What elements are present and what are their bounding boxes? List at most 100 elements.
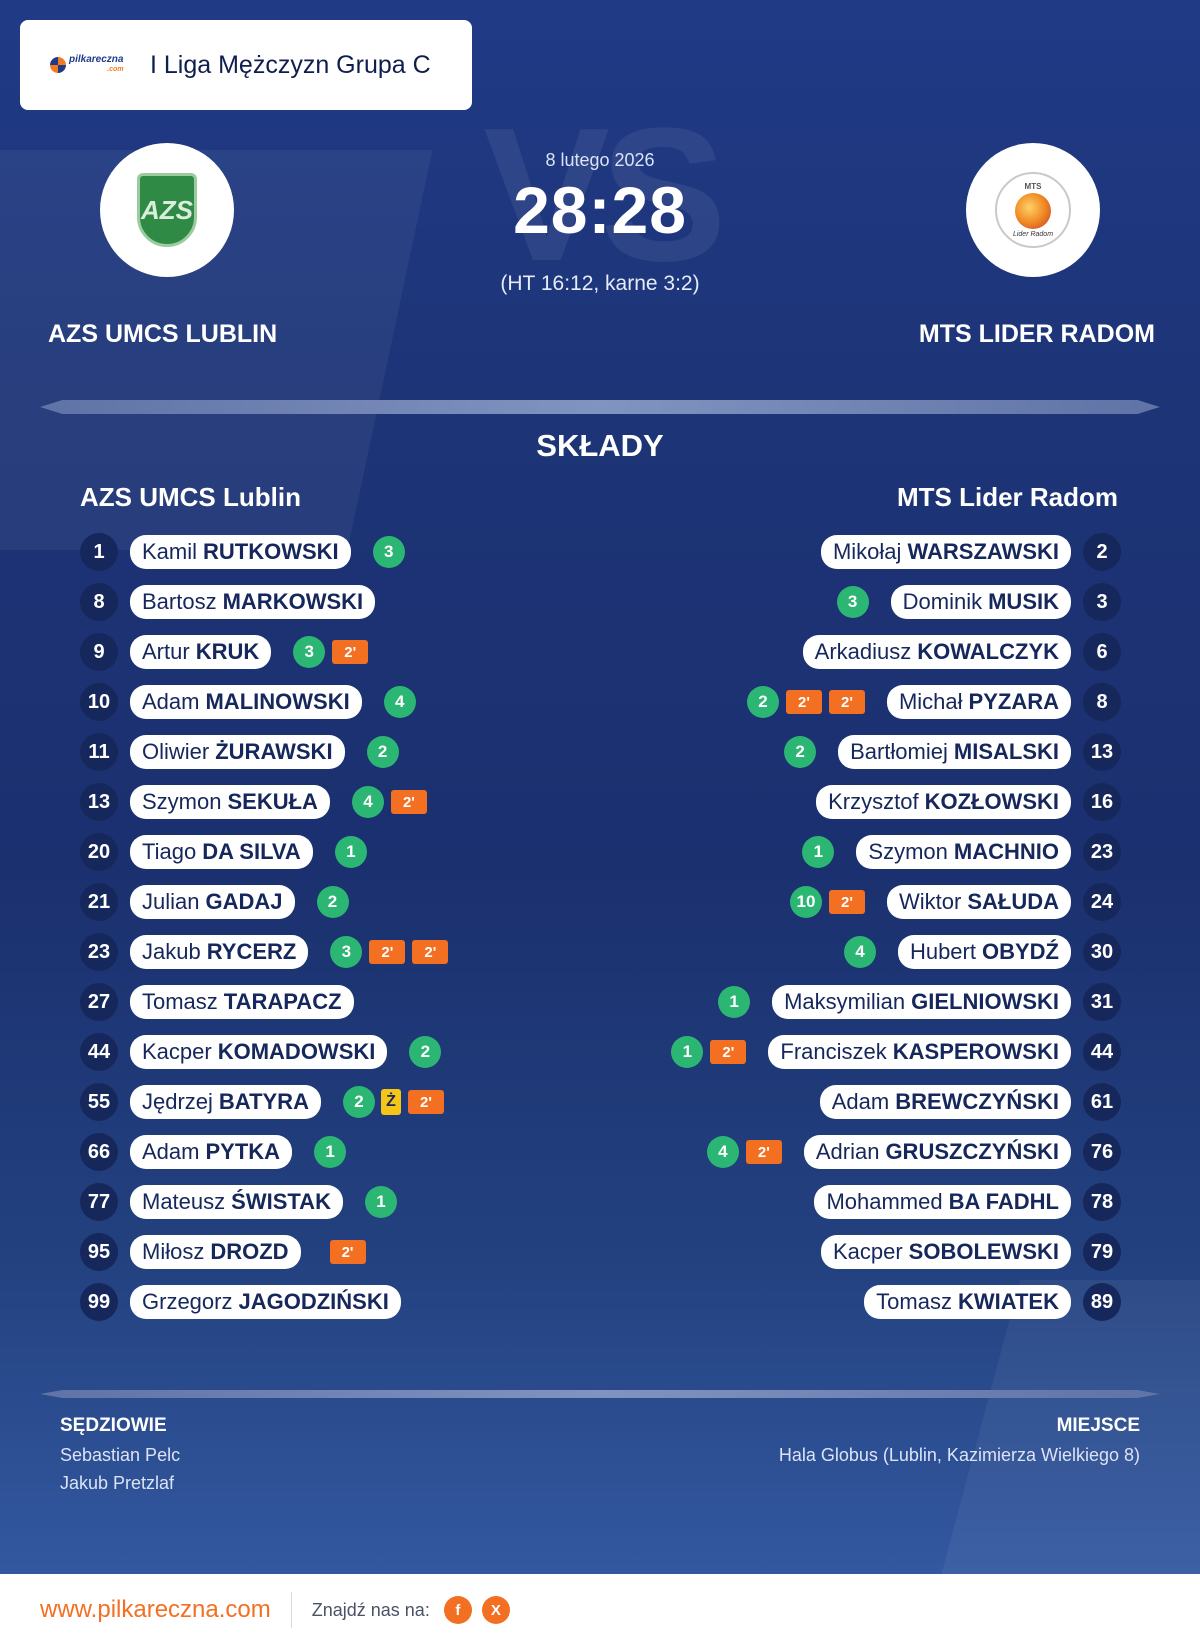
goals-badge: 2 [409,1036,442,1068]
player-stats: 1 2' [671,1036,747,1068]
match-score: 28:28 [513,173,687,247]
goals-badge: 1 [314,1136,347,1168]
goals-badge: 3 [293,636,326,668]
player-name: Mikołaj WARSZAWSKI [820,535,1071,569]
away-lineup-title: MTS Lider Radom [896,482,1118,512]
goals-badge: 4 [351,786,384,818]
player-last-name: ŻURAWSKI [215,739,333,764]
player-row: 27 Tomasz TARAPACZ [80,977,680,1027]
player-row: 2 2' 2' Michał PYZARA 8 [521,677,1121,727]
league-card: pilkareczna .com I Liga Mężczyzn Grupa C [20,20,472,110]
suspension-badge: 2' [332,640,369,664]
player-last-name: SEKUŁA [227,789,318,814]
goals-badge: 4 [706,1136,739,1168]
player-first-name: Mohammed [826,1189,943,1214]
player-last-name: PYTKA [205,1139,281,1164]
player-name: Maksymilian GIELNIOWSKI [772,985,1071,1019]
player-number: 99 [80,1283,118,1321]
player-number: 66 [80,1133,118,1171]
away-team-name: MTS LIDER RADOM [918,320,1155,348]
player-row: Tomasz KWIATEK 89 [521,1277,1121,1327]
player-last-name: SOBOLEWSKI [908,1239,1059,1264]
player-first-name: Grzegorz [142,1289,233,1314]
player-number: 44 [1083,1033,1121,1071]
player-last-name: KOMADOWSKI [217,1039,376,1064]
player-row: 2 Bartłomiej MISALSKI 13 [521,727,1121,777]
player-stats: 2' [323,1240,366,1264]
suspension-badge: 2' [329,1240,366,1264]
player-first-name: Oliwier [142,739,210,764]
player-last-name: OBYDŹ [982,939,1059,964]
player-name: Szymon SEKUŁA [130,785,330,819]
player-row: Kacper SOBOLEWSKI 79 [521,1227,1121,1277]
goals-badge: 1 [718,986,751,1018]
player-name: Jakub RYCERZ [130,935,309,969]
player-last-name: MUSIK [988,589,1059,614]
player-row: 10 2' Wiktor SAŁUDA 24 [521,877,1121,927]
ball-icon [50,57,66,73]
player-first-name: Jędrzej [142,1089,213,1114]
player-first-name: Kacper [832,1239,903,1264]
player-last-name: KWIATEK [957,1289,1059,1314]
player-number: 23 [80,933,118,971]
footer-bar: www.pilkareczna.com Znajdź nas na: f X [0,1574,1200,1646]
divider [40,1390,1160,1398]
player-last-name: JAGODZIŃSKI [238,1289,389,1314]
divider [40,400,1160,414]
player-first-name: Adam [142,689,200,714]
player-first-name: Wiktor [899,889,962,914]
player-name: Mateusz ŚWISTAK [130,1185,343,1219]
player-first-name: Maksymilian [784,989,906,1014]
player-name: Mohammed BA FADHL [814,1185,1071,1219]
player-number: 21 [80,883,118,921]
facebook-icon[interactable]: f [443,1596,472,1624]
player-number: 55 [80,1083,118,1121]
player-name: Grzegorz JAGODZIŃSKI [130,1285,401,1319]
goals-badge: 3 [330,936,363,968]
player-number: 9 [80,633,118,671]
player-name: Krzysztof KOZŁOWSKI [816,785,1071,819]
player-number: 78 [1083,1183,1121,1221]
player-name: Jędrzej BATYRA [130,1085,321,1119]
player-row: Mikołaj WARSZAWSKI 2 [521,527,1121,577]
player-first-name: Julian [142,889,200,914]
player-last-name: MARKOWSKI [222,589,364,614]
player-row: 20 Tiago DA SILVA 1 [80,827,680,877]
player-number: 10 [80,683,118,721]
suspension-badge: 2' [369,940,406,964]
home-lineup-title: AZS UMCS Lublin [80,482,301,512]
player-row: Arkadiusz KOWALCZYK 6 [521,627,1121,677]
player-first-name: Mikołaj [832,539,902,564]
referee-name: Jakub Pretzlaf [60,1473,175,1493]
match-date: 8 lutego 2026 [545,150,655,170]
player-last-name: GIELNIOWSKI [911,989,1059,1014]
mts-badge-icon: MTS Lider Radom [995,172,1071,248]
player-row: 4 Hubert OBYDŹ 30 [521,927,1121,977]
player-first-name: Michał [898,689,963,714]
goals-badge: 2 [746,686,779,718]
suspension-badge: 2' [829,890,865,914]
player-first-name: Hubert [909,939,976,964]
player-first-name: Szymon [142,789,222,814]
player-row: 1 Maksymilian GIELNIOWSKI 31 [521,977,1121,1027]
match-halftime-info: (HT 16:12, karne 3:2) [500,272,700,295]
player-stats: 4 2' [351,786,427,818]
player-row: 55 Jędrzej BATYRA 2 Ż 2' [80,1077,680,1127]
player-name: Julian GADAJ [130,885,295,919]
player-number: 20 [80,833,118,871]
player-name: Adam MALINOWSKI [130,685,362,719]
player-stats: 10 2' [790,886,865,918]
player-last-name: KOWALCZYK [917,639,1059,664]
goals-badge: 1 [334,836,367,868]
referee-name: Sebastian Pelc [60,1445,181,1465]
player-row: 21 Julian GADAJ 2 [80,877,680,927]
player-name: Tomasz TARAPACZ [130,985,354,1019]
player-stats: 2 [316,886,349,918]
player-name: Oliwier ŻURAWSKI [130,735,345,769]
player-name: Adam PYTKA [130,1135,293,1169]
site-link[interactable]: www.pilkareczna.com [40,1596,271,1623]
player-first-name: Adam [142,1139,200,1164]
player-name: Bartosz MARKOWSKI [130,585,376,619]
x-icon[interactable]: X [481,1596,510,1624]
player-stats: 3 2' 2' [330,936,449,968]
